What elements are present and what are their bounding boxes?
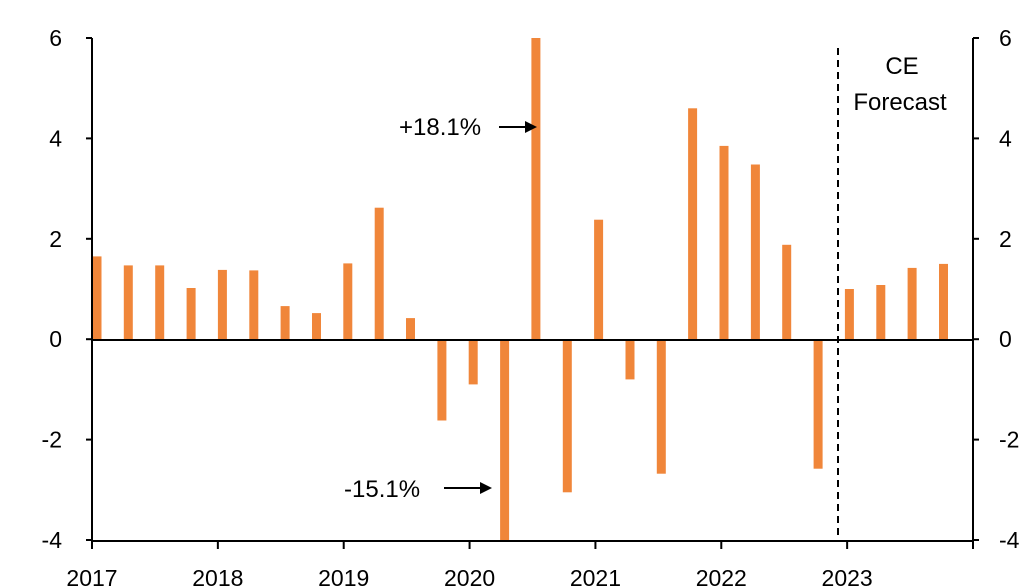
bar-2020-q4 [562,339,572,493]
bar-2020-q2 [500,339,510,540]
bar-2020-q1 [468,339,478,385]
bar-2022-q2 [750,164,760,340]
forecast-label-line2: Forecast [853,89,947,116]
bar-2019-q3 [406,318,415,340]
bar-2018-q2 [249,270,259,340]
bar-2023-q2 [876,285,886,340]
right-y-tick-label: 6 [999,25,1012,51]
x-tick-label: 2021 [570,565,621,588]
bar-2022-q3 [782,244,792,340]
bar-2018-q1 [217,269,227,340]
left-y-tick-label: -2 [42,427,62,453]
x-tick-label: 2018 [192,565,243,588]
x-tick-label: 2017 [66,565,117,588]
left-y-tick-label: -4 [42,527,63,553]
annotation-arrow-plus [499,121,537,133]
bar-2021-q1 [594,219,604,340]
annotation-plus-18: +18.1% [399,114,481,141]
x-ticks-layer: 2017 2018 2019 2020 2021 2022 2023 [66,541,974,588]
x-tick-label: 2023 [822,565,873,588]
annotation-minus-15: -15.1% [344,476,420,503]
bar-2019-q1 [343,263,353,340]
bar-2020-q3 [531,38,541,340]
bar-2017-q4 [186,288,196,340]
annotation-arrow-minus [444,482,492,494]
left-y-tick-label: 2 [49,226,62,252]
bar-2017-q1 [92,256,102,340]
bar-2021-q2 [625,339,635,380]
bar-2022-q1 [719,145,729,340]
bar-2023-q4 [939,263,948,340]
left-y-tick-label: 0 [49,326,62,352]
bar-2019-q2 [374,207,384,340]
bar-2018-q3 [280,306,290,340]
bar-2023-q3 [907,267,917,340]
bar-2021-q3 [656,339,666,474]
bar-2018-q4 [312,313,321,340]
bar-2017-q3 [155,265,165,340]
forecast-label-line1: CE [885,53,918,80]
bar-2021-q4 [688,108,698,340]
bar-2022-q4 [813,339,823,469]
x-tick-label: 2022 [696,565,747,588]
x-tick-label: 2020 [444,565,495,588]
right-y-tick-label: -4 [999,527,1020,553]
x-tick-label: 2019 [318,565,369,588]
bar-2017-q2 [123,265,133,340]
right-y-tick-label: 4 [999,125,1012,151]
bars-layer [92,38,948,540]
bar-2023-q1 [844,289,854,340]
left-y-tick-label: 4 [49,125,62,151]
right-y-tick-label: 2 [999,226,1012,252]
right-y-tick-label: -2 [999,427,1019,453]
right-y-tick-label: 0 [999,326,1012,352]
left-y-tick-label: 6 [49,25,62,51]
bar-2019-q4 [437,339,447,421]
y-ticks-layer: -4 -4 -2 -2 0 0 2 2 4 4 6 6 [42,25,1020,553]
